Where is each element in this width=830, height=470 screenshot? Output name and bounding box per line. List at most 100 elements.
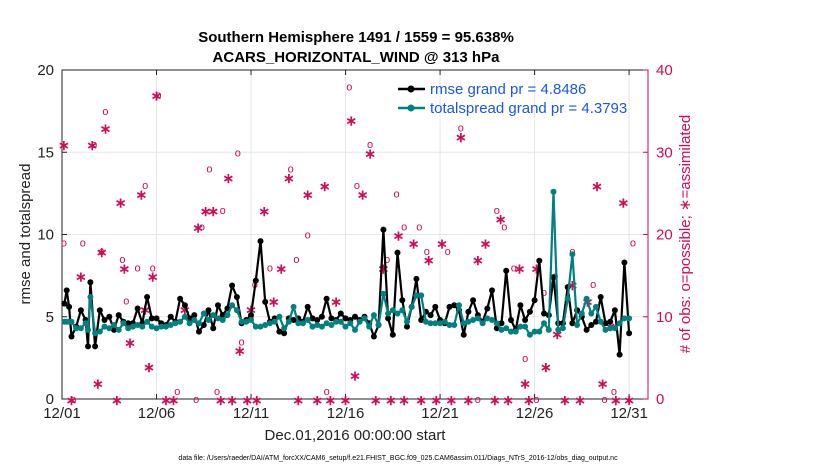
rmse-point xyxy=(101,317,108,323)
spread-point xyxy=(413,292,420,299)
obs-assimilated-marker: ∗ xyxy=(168,392,180,408)
y-right-tick-label: 30 xyxy=(656,144,673,161)
obs-assimilated-marker: ∗ xyxy=(551,326,563,342)
spread-point xyxy=(550,188,557,195)
rmse-point xyxy=(196,328,202,335)
obs-assimilated-marker: ∗ xyxy=(489,392,501,408)
obs-possible-marker: o xyxy=(199,221,205,233)
spread-point xyxy=(186,320,193,327)
rmse-point xyxy=(106,313,113,320)
rmse-point xyxy=(550,274,557,281)
rmse-point xyxy=(68,333,75,340)
rmse-point xyxy=(342,315,349,322)
rmse-point xyxy=(276,328,283,335)
rmse-point xyxy=(569,320,576,327)
obs-possible-marker: o xyxy=(541,287,547,299)
rmse-point xyxy=(522,317,529,323)
spread-point xyxy=(210,312,217,319)
spread-point xyxy=(144,318,151,325)
rmse-point xyxy=(314,317,321,323)
spread-point xyxy=(465,318,472,325)
series-lines xyxy=(61,188,633,358)
rmse-point xyxy=(257,238,264,245)
rmse-point xyxy=(621,259,628,266)
rmse-point xyxy=(167,313,174,320)
rmse-point xyxy=(626,330,633,337)
rmse-point xyxy=(418,317,425,323)
obs-possible-marker: o xyxy=(239,336,245,348)
obs-possible-marker: o xyxy=(142,180,148,192)
rmse-point xyxy=(177,295,184,302)
obs-assimilated-marker: ∗ xyxy=(340,392,352,408)
spread-point xyxy=(456,302,462,309)
obs-possible-marker: o xyxy=(150,262,156,274)
rmse-point xyxy=(304,303,311,310)
rmse-point xyxy=(87,279,94,286)
rmse-point xyxy=(352,313,358,320)
spread-point xyxy=(172,320,179,327)
spread-point xyxy=(233,307,240,314)
obs-possible-marker: o xyxy=(590,279,596,291)
spread-point xyxy=(87,294,94,300)
rmse-point xyxy=(248,312,254,319)
legend-spread-label: totalspread grand pr = 4.3793 xyxy=(430,100,627,117)
x-axis-ticks: 12/01 12/06 12/11 12/16 12/21 12/26 12/31 xyxy=(43,70,648,422)
chart-title: Southern Hemisphere 1491 / 1559 = 95.638… xyxy=(198,29,514,46)
obs-assimilated-marker: ∗ xyxy=(200,203,212,219)
spread-point xyxy=(408,303,415,310)
obs-possible-marker: o xyxy=(424,246,430,258)
x-tick-label: 12/06 xyxy=(138,405,176,422)
obs-assimilated-marker: ∗ xyxy=(502,392,514,408)
rmse-point xyxy=(446,303,453,310)
spread-point xyxy=(295,320,302,327)
obs-assimilated-marker: ∗ xyxy=(385,392,397,408)
obs-assimilated-marker: ∗ xyxy=(268,293,280,309)
y-tick-label: 0 xyxy=(46,391,54,408)
spread-point xyxy=(318,323,325,330)
spread-point xyxy=(352,326,358,333)
spread-point xyxy=(588,310,595,317)
rmse-point xyxy=(229,282,236,289)
obs-assimilated-marker: ∗ xyxy=(463,392,475,408)
obs-possible-marker: o xyxy=(494,205,500,217)
spread-point xyxy=(323,320,330,327)
spread-point xyxy=(129,323,136,330)
spread-point xyxy=(512,328,519,335)
rmse-point xyxy=(309,315,316,322)
obs-assimilated-marker: ∗ xyxy=(523,392,535,408)
obs-possible-marker: o xyxy=(220,205,226,217)
spread-point xyxy=(290,303,297,310)
obs-assimilated-marker: ∗ xyxy=(364,145,376,161)
rmse-point xyxy=(460,331,467,338)
obs-assimilated-marker: ∗ xyxy=(567,277,579,293)
spread-point xyxy=(106,325,113,332)
spread-point xyxy=(531,328,538,335)
obs-assimilated-marker: ∗ xyxy=(119,260,131,276)
obs-possible-marker: o xyxy=(416,221,422,233)
rmse-point xyxy=(215,302,221,309)
obs-assimilated-marker: ∗ xyxy=(455,129,467,145)
rmse-point xyxy=(536,257,543,264)
spread-point xyxy=(574,322,581,328)
obs-assimilated-marker: ∗ xyxy=(472,252,484,268)
legend-rmse-label: rmse grand pr = 4.8486 xyxy=(430,81,586,98)
spread-point xyxy=(85,326,91,333)
rmse-point xyxy=(219,312,226,319)
obs-assimilated-marker: ∗ xyxy=(207,203,219,219)
rmse-point xyxy=(210,325,217,332)
spread-point xyxy=(300,320,306,327)
obs-assimilated-marker: ∗ xyxy=(531,260,543,276)
rmse-point xyxy=(484,305,491,312)
obs-assimilated-marker: ∗ xyxy=(495,211,507,227)
spread-point xyxy=(607,325,614,332)
x-tick-label: 12/26 xyxy=(516,405,554,422)
rmse-point xyxy=(148,315,155,322)
spread-point xyxy=(541,320,547,327)
obs-assimilated-marker: ∗ xyxy=(275,260,287,276)
rmse-point xyxy=(498,320,505,327)
spread-point xyxy=(266,320,273,327)
rmse-point xyxy=(61,300,68,307)
obs-assimilated-marker: ∗ xyxy=(597,376,609,392)
obs-assimilated-marker: ∗ xyxy=(519,376,531,392)
